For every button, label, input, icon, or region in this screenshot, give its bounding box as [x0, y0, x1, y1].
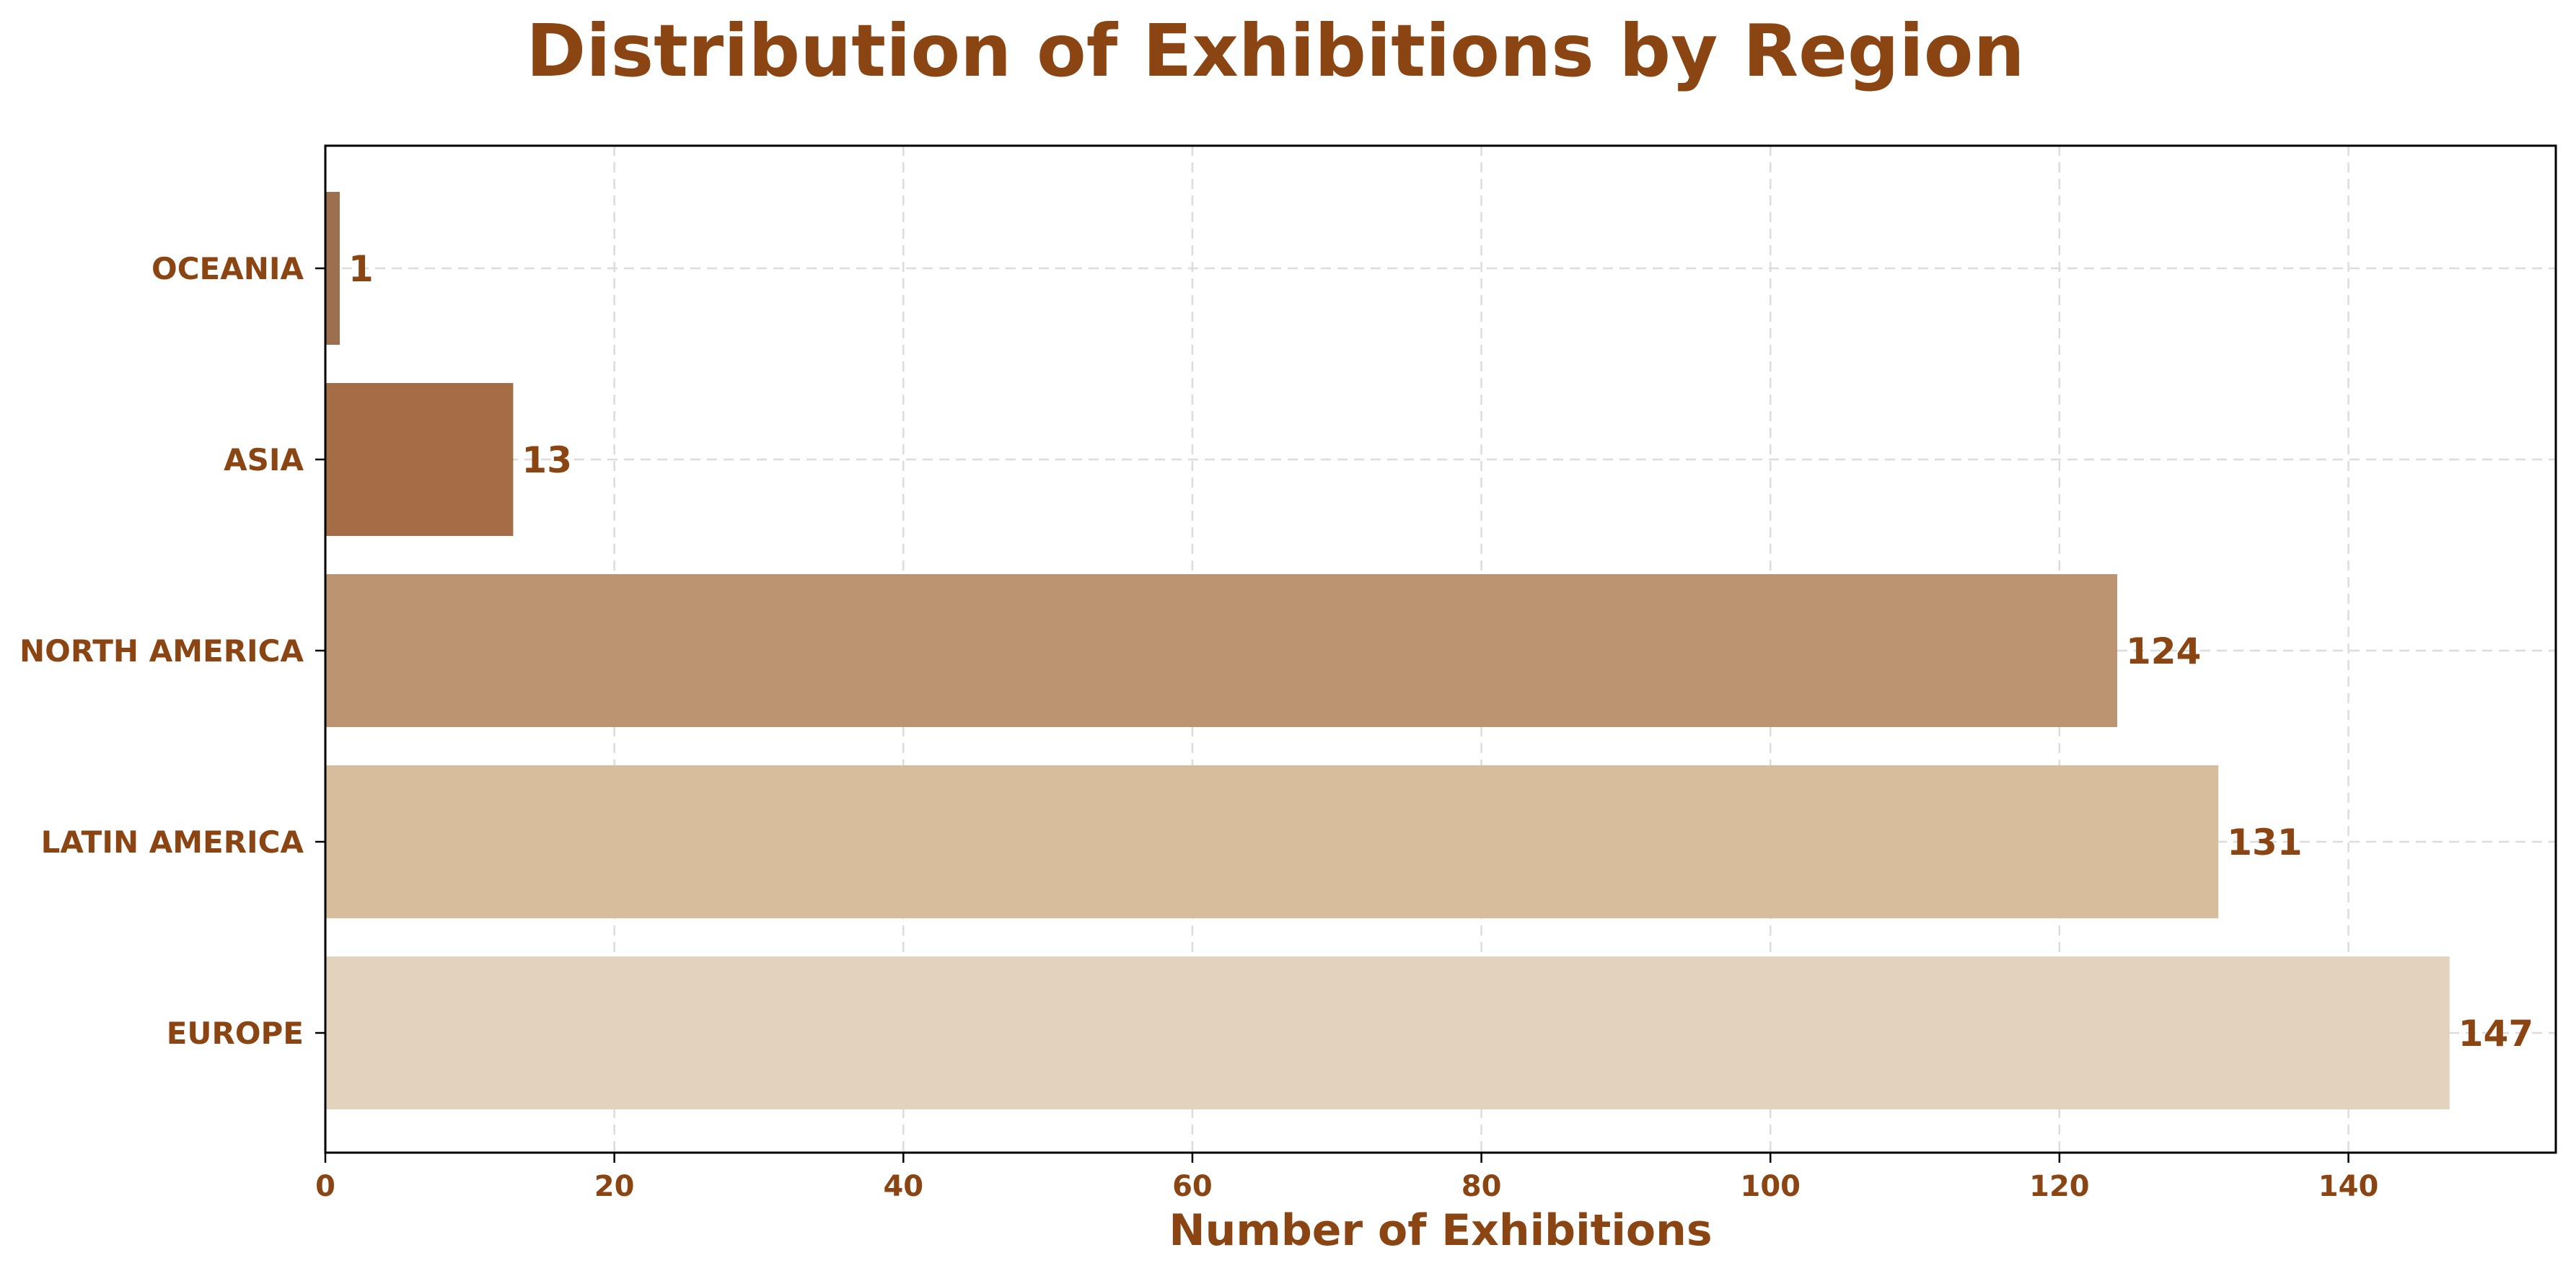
x-tick-label: 0 — [315, 1170, 335, 1203]
y-tick-label: LATIN AMERICA — [41, 824, 304, 860]
bar-oceania — [325, 192, 340, 345]
value-label: 1 — [348, 248, 374, 290]
y-tick-label: OCEANIA — [151, 251, 304, 286]
value-label: 124 — [2126, 630, 2201, 672]
x-tick-label: 100 — [1740, 1170, 1801, 1203]
y-tick-label: EUROPE — [167, 1016, 304, 1051]
bars-layer — [325, 192, 2450, 1109]
value-label: 131 — [2227, 822, 2302, 863]
x-tick-label: 20 — [594, 1170, 635, 1203]
plot-frame — [324, 144, 2557, 1154]
value-label: 147 — [2458, 1013, 2533, 1055]
bar-europe — [325, 956, 2450, 1109]
bar-north-america — [325, 574, 2118, 727]
x-tick-label: 60 — [1172, 1170, 1213, 1203]
x-axis-ticks: 0 20 40 60 80 100 120 140 — [315, 1153, 2378, 1203]
x-tick-label: 120 — [2029, 1170, 2090, 1203]
value-label: 13 — [522, 439, 572, 481]
x-axis-label: Number of Exhibitions — [1169, 1205, 1712, 1256]
y-axis-ticks: EUROPE LATIN AMERICA NORTH AMERICA ASIA OCEA… — [19, 251, 325, 1051]
x-tick-label: 40 — [883, 1170, 923, 1203]
y-tick-label: NORTH AMERICA — [19, 633, 304, 669]
x-tick-label: 140 — [2318, 1170, 2379, 1203]
y-tick-label: ASIA — [224, 442, 304, 478]
chart-title: Distribution of Exhibitions by Region — [526, 9, 2024, 93]
bar-asia — [325, 383, 514, 536]
bar-latin-america — [325, 765, 2219, 918]
x-tick-label: 80 — [1461, 1170, 1502, 1203]
